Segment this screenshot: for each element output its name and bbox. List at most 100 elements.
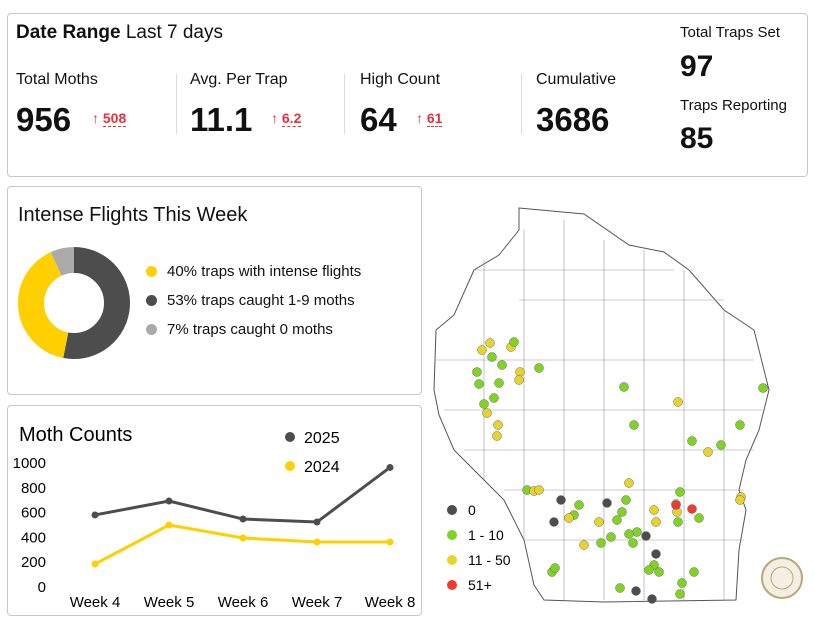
trap-dot (477, 345, 487, 355)
y-tick-label: 1000 (13, 455, 46, 472)
trap-dot (624, 529, 634, 539)
trap-dot (641, 531, 651, 541)
trap-dot (534, 363, 544, 373)
trap-dot (606, 532, 616, 542)
trap-dot (647, 594, 657, 604)
trap-dot (494, 378, 504, 388)
kpi-high-label: High Count (360, 71, 441, 88)
trap-dot (474, 379, 484, 389)
data-point-2024 (386, 538, 394, 546)
trap-dot (472, 367, 482, 377)
trap-dot (675, 487, 685, 497)
trap-dot (703, 447, 713, 457)
trap-dot (602, 498, 612, 508)
data-point-2024 (91, 560, 99, 568)
moth-counts-card: Moth Counts 0 200 400 600 800 1000 Week 4 Week … (7, 405, 422, 616)
trap-dot (673, 397, 683, 407)
trap-dot (556, 495, 566, 505)
kpi-total-moths-delta: ↑ 508 (92, 110, 127, 127)
traps-reporting-label: Traps Reporting (680, 97, 787, 114)
trap-dot (694, 513, 704, 523)
x-tick-label: Week 4 (70, 594, 121, 611)
data-point-2025 (386, 463, 394, 471)
traps-set-value: 97 (680, 50, 714, 83)
trap-dot (579, 540, 589, 550)
trap-dot (621, 495, 631, 505)
y-tick-label: 600 (21, 505, 46, 522)
kpi-cumulative-value: 3686 (536, 101, 610, 138)
flights-legend-0: 7% traps caught 0 moths (146, 321, 333, 338)
trap-dot (487, 352, 497, 362)
map-legend-marker (447, 505, 457, 515)
traps-set-label: Total Traps Set (680, 24, 781, 41)
trap-dot (673, 517, 683, 527)
trap-dot (677, 578, 687, 588)
kpi-total-moths-label: Total Moths (16, 71, 98, 88)
trap-dot (549, 517, 559, 527)
trap-dot (489, 393, 499, 403)
data-point-2024 (239, 534, 247, 542)
x-tick-label: Week 7 (292, 594, 343, 611)
date-range-label: Date Range (16, 22, 121, 43)
trap-dot (628, 538, 638, 548)
trap-dot (550, 563, 560, 573)
trap-dot (629, 420, 639, 430)
trap-dot (671, 500, 681, 510)
intense-flights-card: Intense Flights This Week 40% traps with… (7, 186, 422, 395)
date-range-value[interactable]: Last 7 days (125, 22, 223, 43)
trap-dot (492, 431, 502, 441)
legend-label: 2025 (304, 430, 340, 447)
data-point-2025 (313, 518, 321, 526)
trap-dot (574, 500, 584, 510)
flights-title: Intense Flights This Week (18, 204, 248, 226)
x-tick-label: Week 8 (365, 594, 416, 611)
map-legend-label: 11 - 50 (468, 552, 511, 568)
kpi-high-value: 64 (360, 101, 397, 138)
legend-marker (285, 432, 295, 442)
kpi-avg-label: Avg. Per Trap (190, 71, 288, 88)
trap-dot (514, 375, 524, 385)
trap-dot (485, 338, 495, 348)
data-point-2024 (313, 538, 321, 546)
legend-label: 2024 (304, 459, 340, 476)
data-point-2025 (165, 497, 173, 505)
series-line-2025 (94, 466, 391, 524)
series-line-2024 (94, 523, 390, 566)
kpi-cumulative-label: Cumulative (536, 71, 617, 88)
donut-slice (18, 247, 130, 359)
trap-dot (675, 589, 685, 599)
trap-dot (619, 382, 629, 392)
seal-logo (761, 557, 803, 599)
trap-dot (631, 586, 641, 596)
trap-dot (534, 485, 544, 495)
map-legend-label: 51+ (468, 577, 492, 593)
trap-dot (735, 420, 745, 430)
trap-dot (632, 527, 642, 537)
legend-marker (285, 461, 295, 471)
x-tick-label: Week 5 (144, 594, 195, 611)
trap-dot (735, 495, 745, 505)
trap-dot (493, 420, 503, 430)
trap-dot (482, 408, 492, 418)
kpi-total-moths-value: 956 (16, 101, 72, 138)
flights-donut (18, 247, 130, 359)
date-range: Date Range Last 7 days (16, 22, 223, 44)
map-legend-label: 1 - 10 (468, 527, 504, 543)
chart-title: Moth Counts (19, 424, 132, 446)
flights-legend-1-9: 53% traps caught 1-9 moths (146, 292, 355, 309)
trap-dot (758, 383, 768, 393)
trap-dot (644, 565, 654, 575)
trap-dot (651, 517, 661, 527)
map-legend-marker (447, 580, 457, 590)
x-tick-label: Week 6 (218, 594, 269, 611)
trap-dot (624, 478, 634, 488)
wisconsin-map: 0 1 - 10 11 - 50 51+ (433, 207, 803, 604)
kpi-avg-value: 11.1 (190, 101, 253, 138)
trap-dot (649, 505, 659, 515)
flights-legend-intense: 40% traps with intense flights (146, 263, 361, 280)
y-tick-label: 800 (21, 480, 46, 497)
trap-dot (596, 538, 606, 548)
trap-dot (689, 567, 699, 577)
trap-dot (716, 440, 726, 450)
trap-dot (497, 360, 507, 370)
